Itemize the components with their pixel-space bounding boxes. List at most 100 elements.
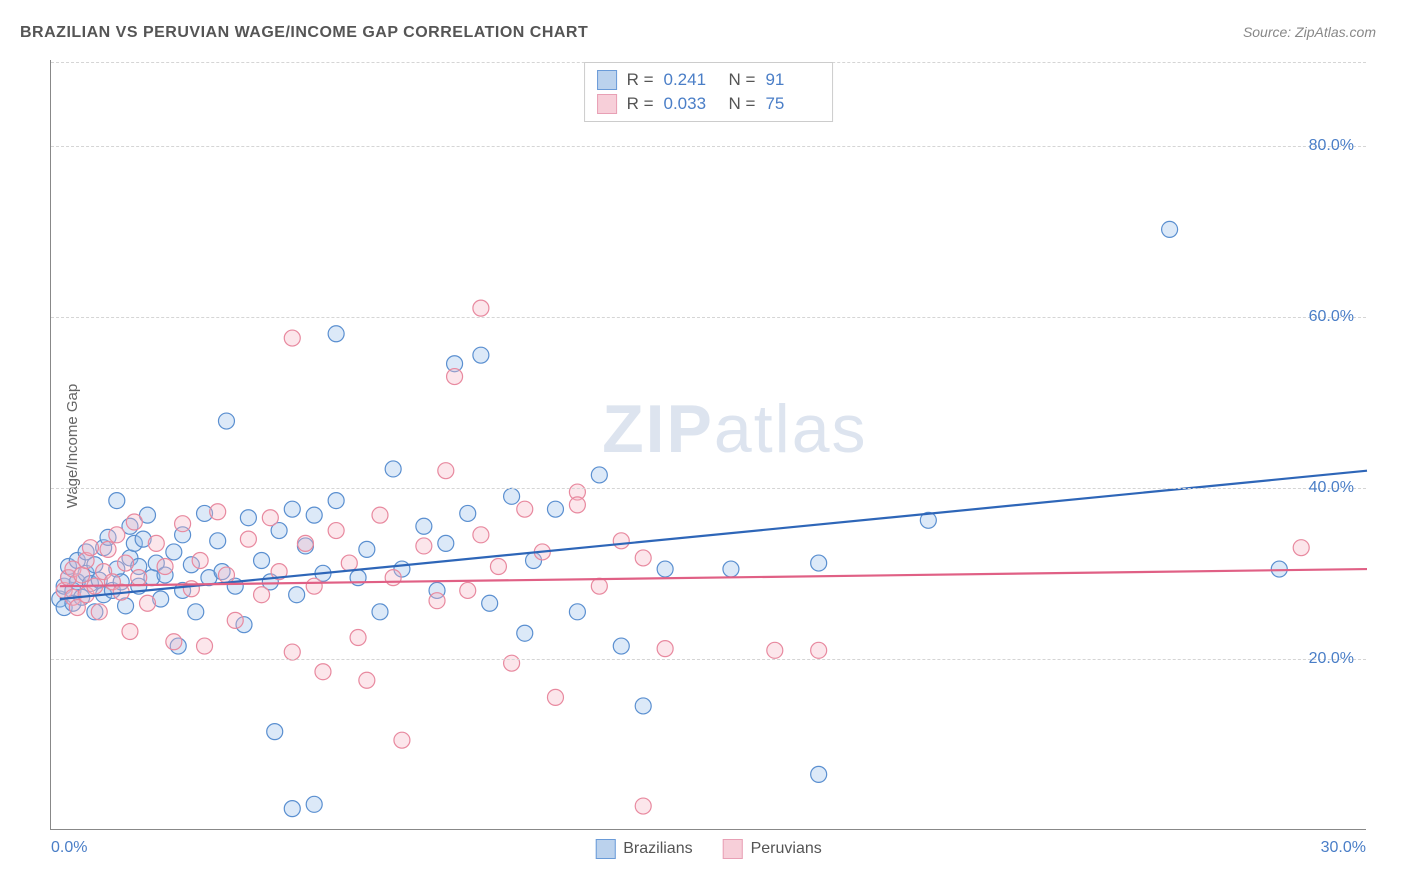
legend-label: Brazilians bbox=[623, 840, 692, 858]
scatter-point bbox=[811, 642, 827, 658]
scatter-point bbox=[447, 369, 463, 385]
y-tick-label: 20.0% bbox=[1309, 650, 1354, 668]
scatter-point bbox=[723, 561, 739, 577]
scatter-point bbox=[267, 724, 283, 740]
scatter-point bbox=[289, 587, 305, 603]
scatter-point bbox=[118, 555, 134, 571]
scatter-point bbox=[284, 330, 300, 346]
scatter-point bbox=[306, 796, 322, 812]
scatter-point bbox=[438, 463, 454, 479]
scatter-point bbox=[284, 501, 300, 517]
scatter-point bbox=[183, 581, 199, 597]
scatter-point bbox=[613, 533, 629, 549]
scatter-point bbox=[210, 504, 226, 520]
scatter-point bbox=[811, 766, 827, 782]
scatter-point bbox=[657, 561, 673, 577]
scatter-point bbox=[240, 531, 256, 547]
scatter-point bbox=[613, 638, 629, 654]
scatter-point bbox=[109, 493, 125, 509]
legend-label: Peruvians bbox=[751, 840, 822, 858]
y-tick-label: 40.0% bbox=[1309, 479, 1354, 497]
scatter-point bbox=[254, 553, 270, 569]
scatter-point bbox=[306, 578, 322, 594]
scatter-point bbox=[166, 634, 182, 650]
r-label: R = bbox=[627, 94, 654, 114]
scatter-point bbox=[591, 467, 607, 483]
scatter-point bbox=[460, 582, 476, 598]
stats-legend: R = 0.241 N = 91 R = 0.033 N = 75 bbox=[584, 62, 834, 122]
scatter-point bbox=[341, 555, 357, 571]
swatch-icon bbox=[597, 70, 617, 90]
scatter-point bbox=[517, 501, 533, 517]
scatter-point bbox=[635, 798, 651, 814]
swatch-icon bbox=[595, 839, 615, 859]
series-legend: Brazilians Peruvians bbox=[595, 839, 822, 859]
scatter-point bbox=[591, 578, 607, 594]
n-label: N = bbox=[729, 94, 756, 114]
scatter-point bbox=[126, 514, 142, 530]
scatter-point bbox=[416, 518, 432, 534]
scatter-point bbox=[100, 541, 116, 557]
scatter-point bbox=[240, 510, 256, 526]
scatter-point bbox=[372, 507, 388, 523]
grid-line-h bbox=[51, 488, 1366, 489]
scatter-point bbox=[91, 604, 107, 620]
scatter-point bbox=[284, 644, 300, 660]
scatter-point bbox=[148, 535, 164, 551]
scatter-point bbox=[254, 587, 270, 603]
legend-item-brazilians: Brazilians bbox=[595, 839, 692, 859]
stats-legend-row-brazilians: R = 0.241 N = 91 bbox=[597, 68, 821, 92]
scatter-point bbox=[284, 801, 300, 817]
scatter-point bbox=[416, 538, 432, 554]
r-value: 0.033 bbox=[664, 94, 719, 114]
scatter-point bbox=[82, 540, 98, 556]
scatter-point bbox=[157, 558, 173, 574]
scatter-point bbox=[1293, 540, 1309, 556]
scatter-point bbox=[460, 505, 476, 521]
scatter-point bbox=[218, 567, 234, 583]
scatter-point bbox=[140, 595, 156, 611]
scatter-point bbox=[547, 501, 563, 517]
swatch-icon bbox=[723, 839, 743, 859]
scatter-point bbox=[429, 593, 445, 609]
scatter-point bbox=[473, 300, 489, 316]
grid-line-h bbox=[51, 659, 1366, 660]
chart-svg bbox=[51, 60, 1366, 829]
scatter-point bbox=[385, 570, 401, 586]
scatter-point bbox=[315, 664, 331, 680]
scatter-point bbox=[359, 672, 375, 688]
scatter-point bbox=[306, 507, 322, 523]
y-tick-label: 60.0% bbox=[1309, 308, 1354, 326]
scatter-point bbox=[175, 516, 191, 532]
scatter-point bbox=[482, 595, 498, 611]
scatter-point bbox=[517, 625, 533, 641]
source-attribution: Source: ZipAtlas.com bbox=[1243, 24, 1376, 40]
scatter-point bbox=[297, 535, 313, 551]
scatter-point bbox=[122, 624, 138, 640]
scatter-point bbox=[635, 698, 651, 714]
scatter-point bbox=[767, 642, 783, 658]
scatter-point bbox=[227, 612, 243, 628]
n-value: 75 bbox=[765, 94, 820, 114]
scatter-point bbox=[635, 550, 651, 566]
stats-legend-row-peruvians: R = 0.033 N = 75 bbox=[597, 92, 821, 116]
scatter-point bbox=[192, 553, 208, 569]
r-label: R = bbox=[627, 70, 654, 90]
scatter-point bbox=[109, 527, 125, 543]
scatter-point bbox=[328, 493, 344, 509]
scatter-point bbox=[328, 326, 344, 342]
plot-area: ZIPatlas R = 0.241 N = 91 R = 0.033 N = … bbox=[50, 60, 1366, 830]
scatter-point bbox=[328, 523, 344, 539]
scatter-point bbox=[473, 527, 489, 543]
scatter-point bbox=[811, 555, 827, 571]
scatter-point bbox=[188, 604, 204, 620]
scatter-point bbox=[197, 638, 213, 654]
scatter-point bbox=[504, 488, 520, 504]
scatter-point bbox=[74, 567, 90, 583]
scatter-point bbox=[394, 732, 410, 748]
scatter-point bbox=[350, 630, 366, 646]
scatter-point bbox=[385, 461, 401, 477]
scatter-point bbox=[262, 510, 278, 526]
scatter-point bbox=[166, 544, 182, 560]
scatter-point bbox=[473, 347, 489, 363]
